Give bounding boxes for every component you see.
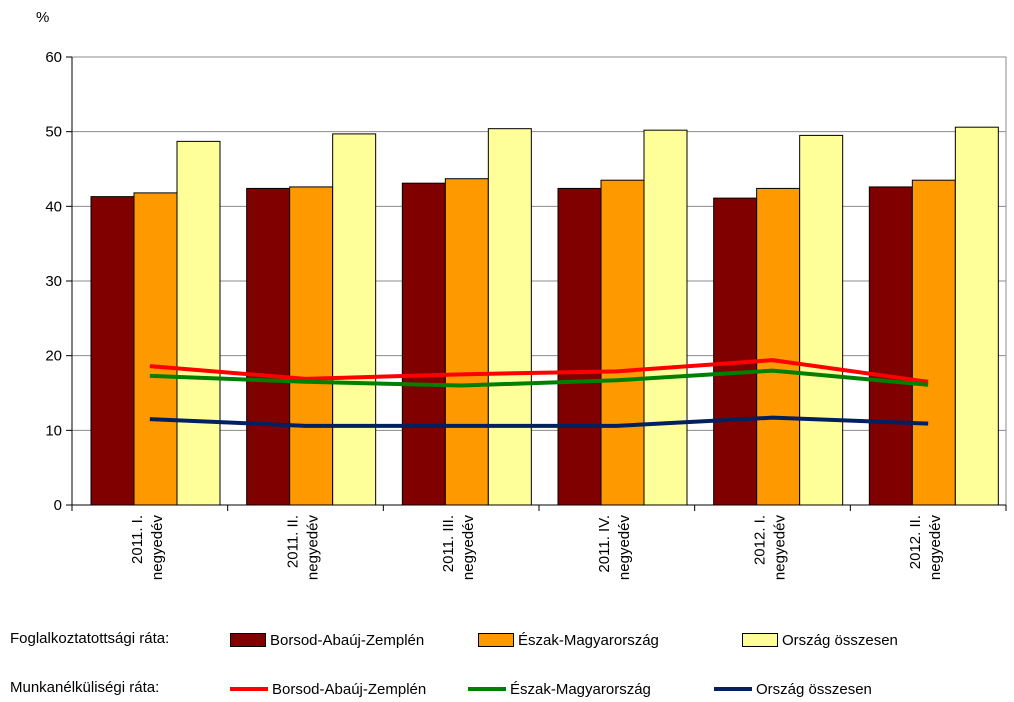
legend-swatch [742, 633, 778, 647]
x-tick-label-line: negyedév [305, 515, 322, 581]
bar [444, 178, 489, 506]
x-tick-label-line: negyedév [460, 515, 477, 581]
x-tick-label-line: 2011. IV. [596, 515, 613, 573]
legend-label: Borsod-Abaúj-Zemplén [272, 680, 427, 698]
legend-item-line-2: Ország összesen [714, 676, 872, 702]
x-tick-label-line: negyedév [927, 515, 944, 581]
legend-item-bar-2: Ország összesen [742, 627, 898, 653]
bar [557, 187, 602, 506]
bar [289, 186, 334, 506]
legend-label: Ország összesen [782, 631, 898, 649]
legend-swatch [230, 633, 266, 647]
x-tick-label-line: negyedév [149, 515, 166, 581]
bar [954, 126, 999, 506]
legend-label: Észak-Magyarország [518, 631, 659, 649]
y-axis-unit-label: % [36, 9, 49, 26]
series-line [149, 358, 929, 384]
y-tick-label: 60 [45, 49, 62, 66]
legend-bars-title: Foglalkoztatottsági ráta: [10, 630, 170, 647]
bar [90, 196, 135, 506]
y-tick-label: 0 [54, 497, 62, 514]
bar [799, 134, 844, 506]
x-tick-label: 2012. II. negyedév [907, 515, 944, 581]
lines [149, 358, 929, 428]
legend-swatch [468, 687, 506, 691]
x-tick-label: 2012. I. negyedév [752, 515, 789, 581]
bar [868, 186, 913, 506]
x-tick-labels: 2011. I. negyedév 2011. II. negyedév 2011. I… [129, 515, 944, 581]
bar [600, 179, 645, 506]
bar [401, 182, 446, 506]
x-tick-label: 2011. IV. negyedév [596, 515, 633, 581]
y-tick-label: 20 [45, 348, 62, 365]
bar [176, 140, 221, 506]
bar [487, 128, 532, 506]
y-tick-label: 50 [45, 124, 62, 141]
legend-item-line-0: Borsod-Abaúj-Zemplén [230, 676, 426, 702]
y-tick-label: 10 [45, 422, 62, 439]
legend-item-bar-0: Borsod-Abaúj-Zemplén [230, 627, 424, 653]
x-tick-label: 2011. I. negyedév [129, 515, 166, 581]
legend-label: Észak-Magyarország [510, 680, 651, 698]
legend-lines: Munkanélküliségi ráta: Borsod-Abaúj-Zemp… [0, 676, 1014, 702]
x-tick-label-line: 2012. II. [907, 515, 924, 569]
bar [911, 179, 956, 506]
bar [332, 133, 377, 506]
legend-label: Borsod-Abaúj-Zemplén [270, 631, 425, 649]
x-tick-label-line: 2011. II. [285, 515, 302, 568]
x-tick-label: 2011. III. negyedév [440, 515, 477, 581]
y-tick-label: 40 [45, 198, 62, 215]
legend-swatch [478, 633, 514, 647]
legend-swatch [714, 687, 752, 691]
bar [133, 192, 178, 506]
legend-item-bar-1: Észak-Magyarország [478, 627, 659, 653]
legend-swatch [230, 687, 268, 691]
legend-label: Ország összesen [756, 680, 872, 698]
series-line [149, 415, 929, 428]
bars [90, 126, 999, 506]
bar [756, 187, 801, 506]
legend-bars: Foglalkoztatottsági ráta: Borsod-Abaúj-Z… [0, 627, 1014, 653]
legend-item-line-1: Észak-Magyarország [468, 676, 651, 702]
bar [643, 129, 688, 506]
x-tick-label-line: 2012. I. [752, 515, 769, 565]
x-tick-label-line: negyedév [772, 515, 789, 581]
x-tick-label-line: negyedév [616, 515, 633, 581]
legend-lines-title: Munkanélküliségi ráta: [10, 679, 160, 696]
y-tick-labels: 0 10 20 30 40 50 60 [45, 49, 72, 514]
x-tick-label-line: 2011. III. [440, 515, 457, 572]
bar [246, 187, 291, 506]
bar [713, 197, 758, 506]
y-tick-label: 30 [45, 273, 62, 290]
series-line [149, 368, 929, 388]
x-tick-label: 2011. II. negyedév [285, 515, 322, 581]
x-tick-label-line: 2011. I. [129, 515, 146, 564]
